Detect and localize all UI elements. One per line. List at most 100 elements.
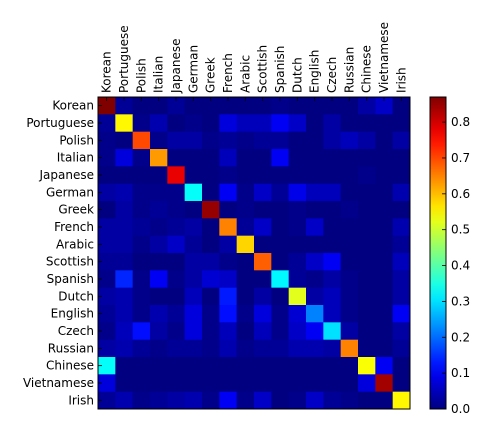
- x-tick-labels: Korean Portuguese Polish Italian Japanese Ger…: [100, 22, 408, 101]
- heatmap-cell-chinese-polish: [132, 357, 151, 375]
- heatmap-cell-japanese-spanish: [271, 166, 290, 185]
- heatmap-cell-italian-english: [306, 149, 324, 167]
- heatmap-cell-chinese-portuguese: [115, 357, 134, 375]
- x-tick-label-czech: Czech: [325, 57, 339, 93]
- heatmap-cell-czech-dutch: [288, 322, 307, 341]
- colorbar-tick-label: 0.4: [451, 259, 470, 273]
- heatmap-cell-german-polish: [132, 183, 151, 202]
- x-tick-label-dutch: Dutch: [290, 57, 304, 93]
- heatmap-cell-french-korean: [98, 218, 116, 237]
- heatmap-cell-czech-czech: [323, 322, 342, 341]
- y-tick-label-german: German: [46, 185, 94, 199]
- heatmap-cell-japanese-scottish: [254, 166, 272, 185]
- heatmap-cell-spanish-greek: [202, 270, 220, 289]
- heatmap-cell-irish-russian: [340, 391, 359, 410]
- heatmap-cell-italian-korean: [98, 149, 116, 167]
- heatmap-cell-czech-japanese: [167, 322, 186, 341]
- heatmap-cell-korean-french: [219, 97, 238, 115]
- heatmap-cell-polish-chinese: [358, 131, 376, 150]
- heatmap-cell-russian-portuguese: [115, 339, 134, 358]
- heatmap-cell-english-irish: [392, 305, 411, 323]
- heatmap-cell-portuguese-korean: [98, 114, 116, 133]
- heatmap-cell-spanish-russian: [340, 270, 359, 289]
- y-tick-label-spanish: Spanish: [47, 272, 94, 286]
- heatmap-cell-chinese-chinese: [358, 357, 376, 375]
- heatmap-cell-vietnamese-chinese: [358, 374, 376, 393]
- heatmap-cell-dutch-scottish: [254, 287, 272, 306]
- heatmap-cell-french-chinese: [358, 218, 376, 237]
- heatmap-cell-german-spanish: [271, 183, 290, 202]
- heatmap-cell-polish-italian: [150, 131, 168, 150]
- heatmap-cell-italian-japanese: [167, 149, 186, 167]
- heatmap-cell-vietnamese-vietnamese: [375, 374, 394, 393]
- heatmap-cell-chinese-italian: [150, 357, 168, 375]
- heatmap-cell-spanish-vietnamese: [375, 270, 394, 289]
- heatmap-cell-chinese-english: [306, 357, 324, 375]
- heatmap-cell-scottish-irish: [392, 253, 411, 271]
- heatmap-cell-polish-portuguese: [115, 131, 134, 150]
- heatmap-cell-french-german: [184, 218, 203, 237]
- heatmap-cell-polish-greek: [202, 131, 220, 150]
- heatmap-cell-czech-greek: [202, 322, 220, 341]
- heatmap-cell-arabic-italian: [150, 235, 168, 254]
- heatmap-cell-spanish-german: [184, 270, 203, 289]
- heatmap-cell-greek-korean: [98, 201, 116, 219]
- heatmap-cell-dutch-czech: [323, 287, 342, 306]
- heatmap-cell-german-japanese: [167, 183, 186, 202]
- heatmap-cell-portuguese-chinese: [358, 114, 376, 133]
- colorbar-tick-label: 0.7: [451, 151, 470, 165]
- heatmap-cell-german-czech: [323, 183, 342, 202]
- heatmap-cell-chinese-japanese: [167, 357, 186, 375]
- colorbar-tick-label: 0.5: [451, 223, 470, 237]
- heatmap-cell-german-russian: [340, 183, 359, 202]
- heatmap-cell-portuguese-english: [306, 114, 324, 133]
- heatmap-cell-greek-scottish: [254, 201, 272, 219]
- heatmap-cell-vietnamese-french: [219, 374, 238, 393]
- y-tick-label-russian: Russian: [48, 341, 94, 355]
- heatmap-cell-french-czech: [323, 218, 342, 237]
- heatmap-cell-english-portuguese: [115, 305, 134, 323]
- plot-frame: [97, 96, 411, 410]
- heatmap-cell-dutch-italian: [150, 287, 168, 306]
- heatmap-cell-arabic-spanish: [271, 235, 290, 254]
- heatmap-cell-scottish-russian: [340, 253, 359, 271]
- x-tick-label-italian: Italian: [152, 56, 166, 93]
- heatmap-cell-french-polish: [132, 218, 151, 237]
- heatmap-cell-chinese-czech: [323, 357, 342, 375]
- heatmap-cell-dutch-german: [184, 287, 203, 306]
- heatmap-cell-portuguese-russian: [340, 114, 359, 133]
- heatmap-cell-french-dutch: [288, 218, 307, 237]
- heatmap-cell-arabic-english: [306, 235, 324, 254]
- heatmap-cell-greek-japanese: [167, 201, 186, 219]
- heatmap-cell-portuguese-scottish: [254, 114, 272, 133]
- heatmap-cell-dutch-japanese: [167, 287, 186, 306]
- heatmap-cell-russian-spanish: [271, 339, 290, 358]
- x-tick-label-spanish: Spanish: [273, 46, 287, 93]
- heatmap-cell-vietnamese-czech: [323, 374, 342, 393]
- heatmap-cell-irish-greek: [202, 391, 220, 410]
- heatmap-cell-french-spanish: [271, 218, 290, 237]
- heatmap-cell-japanese-english: [306, 166, 324, 185]
- heatmap-cell-arabic-dutch: [288, 235, 307, 254]
- heatmap-cell-irish-spanish: [271, 391, 290, 410]
- heatmap-cell-english-spanish: [271, 305, 290, 323]
- y-tick-label-vietnamese: Vietnamese: [23, 376, 94, 390]
- heatmap-cell-irish-polish: [132, 391, 151, 410]
- heatmap-cell-vietnamese-english: [306, 374, 324, 393]
- heatmap-cell-french-french: [219, 218, 238, 237]
- heatmap-cell-korean-italian: [150, 97, 168, 115]
- heatmap-cell-scottish-korean: [98, 253, 116, 271]
- heatmap-cell-japanese-russian: [340, 166, 359, 185]
- heatmap-cell-french-portuguese: [115, 218, 134, 237]
- heatmap-cell-polish-vietnamese: [375, 131, 394, 150]
- heatmap-cell-german-korean: [98, 183, 116, 202]
- heatmap-cell-italian-czech: [323, 149, 342, 167]
- heatmap-cell-arabic-arabic: [236, 235, 255, 254]
- heatmap-cell-czech-vietnamese: [375, 322, 394, 341]
- heatmap-cell-french-vietnamese: [375, 218, 394, 237]
- heatmap-cell-polish-polish: [132, 131, 151, 150]
- heatmap-cell-korean-spanish: [271, 97, 290, 115]
- heatmap-cell-czech-scottish: [254, 322, 272, 341]
- heatmap-cell-scottish-vietnamese: [375, 253, 394, 271]
